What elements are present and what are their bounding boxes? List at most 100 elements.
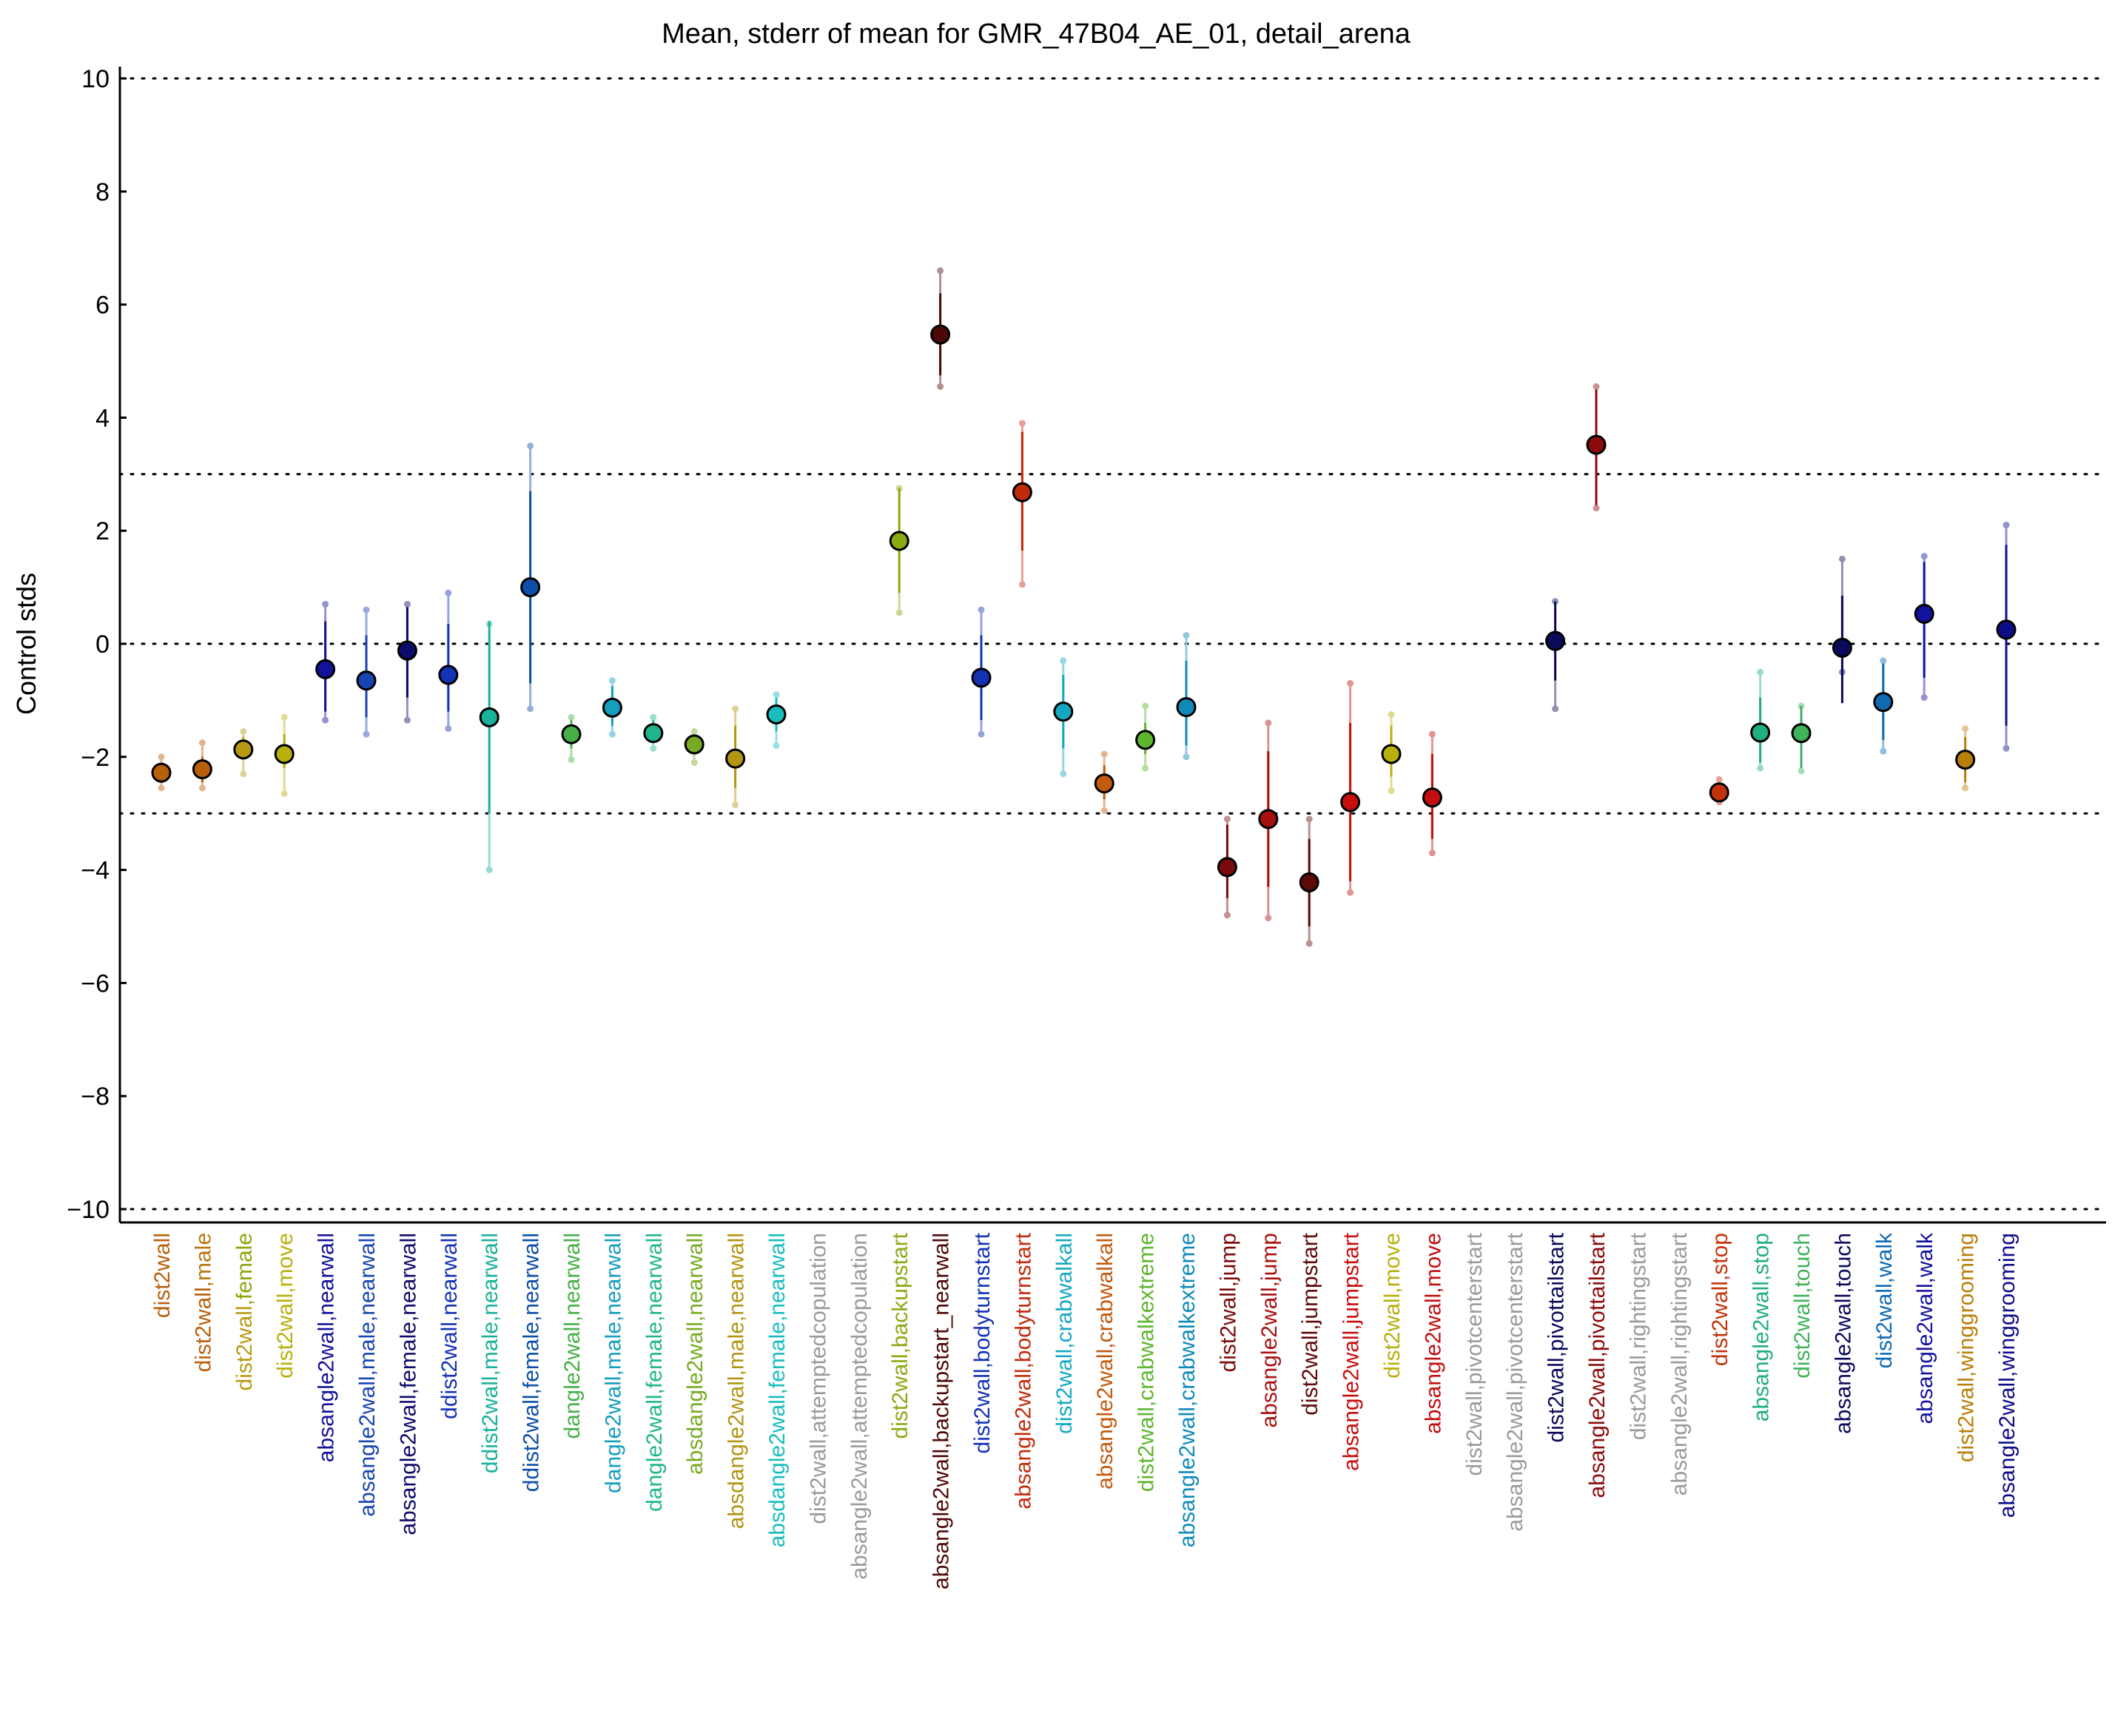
data-point-group	[274, 713, 295, 797]
data-point-group	[438, 589, 459, 733]
x-tick-suffix: ,female	[232, 1233, 257, 1305]
data-point-group	[1053, 657, 1074, 778]
data-point	[233, 739, 254, 760]
data-point	[725, 748, 746, 769]
data-point-group	[1381, 711, 1402, 795]
data-point	[971, 667, 992, 688]
x-tick-feature: angle2wall	[315, 1322, 339, 1427]
extreme-cap	[1880, 657, 1887, 665]
data-point	[1381, 744, 1402, 764]
data-point	[1996, 619, 2017, 640]
x-tick-feature: dist2wall	[519, 1394, 544, 1479]
data-point-group	[1873, 657, 1894, 755]
data-point-group	[889, 485, 909, 616]
extreme-cap	[1305, 815, 1313, 823]
x-tick-feature: dist2wall,jump	[1216, 1233, 1240, 1372]
x-tick-label: dist2wall,jumpstart	[1298, 1232, 1322, 1415]
extreme-cap	[1880, 747, 1887, 755]
data-point	[1545, 630, 1566, 651]
x-tick-suffix: ,female,nearwall	[396, 1233, 420, 1394]
data-point	[1053, 702, 1074, 722]
x-tick-label: dist2wall,stop	[1708, 1233, 1732, 1366]
extreme-cap	[1018, 420, 1026, 427]
extreme-cap	[1060, 770, 1067, 778]
x-tick-feature: absangle2wall,stop	[1749, 1233, 1774, 1422]
x-tick-feature: absangle2wall,winggrooming	[1995, 1233, 2020, 1518]
x-tick-prefix: absd	[724, 1481, 749, 1529]
x-tick-feature: dist2wall,crabwalkall	[1052, 1233, 1077, 1434]
data-point-group	[643, 713, 664, 752]
extreme-cap	[1305, 940, 1313, 947]
data-point	[561, 724, 582, 744]
data-point	[438, 665, 459, 685]
data-point	[1914, 604, 1934, 625]
data-point-group	[1709, 776, 1729, 806]
x-tick-label: dist2wall,male	[191, 1233, 215, 1372]
data-point-group	[1012, 420, 1032, 588]
data-point	[151, 762, 172, 783]
x-tick-label: dist2wall,female	[232, 1233, 257, 1390]
data-point-group	[684, 727, 705, 766]
extreme-cap	[322, 716, 329, 724]
x-tick-label: dangle2wall,male,nearwall	[601, 1233, 625, 1493]
x-tick-label: absangle2wall,backupstart_nearwall	[929, 1233, 954, 1589]
extreme-cap	[650, 713, 657, 721]
x-tick-feature: dist2wall	[150, 1233, 175, 1318]
x-tick-label: ddist2wall,nearwall	[437, 1233, 462, 1419]
x-tick-feature: angle2wall	[396, 1394, 420, 1499]
data-point-group	[1586, 383, 1607, 512]
extreme-cap	[445, 725, 452, 733]
extreme-cap	[1223, 815, 1231, 823]
x-tick-label: dist2wall,attemptedcopulation	[806, 1233, 830, 1524]
extreme-cap	[608, 730, 616, 738]
data-point-group	[479, 620, 500, 874]
data-point	[1586, 434, 1607, 455]
x-tick-feature: dist2wall,rightingstart	[1626, 1232, 1650, 1440]
x-tick-label: absangle2wall,jumpstart	[1339, 1232, 1364, 1471]
extreme-cap	[1838, 555, 1846, 562]
data-point-group	[766, 691, 787, 750]
y-tick-label: 6	[95, 292, 110, 320]
x-tick-feature: dist2wall	[437, 1322, 462, 1407]
x-tick-label: dist2wall,jump	[1216, 1233, 1240, 1372]
data-point	[643, 723, 664, 744]
data-point-group	[1955, 725, 1976, 792]
data-point	[520, 577, 541, 598]
data-point	[192, 759, 212, 780]
x-tick-suffix: ,nearwall	[315, 1233, 339, 1322]
y-tick-label: 10	[81, 65, 110, 93]
extreme-cap	[280, 713, 288, 721]
x-tick-label: absangle2wall,attemptedcopulation	[847, 1233, 872, 1580]
extreme-cap	[937, 267, 944, 275]
x-tick-suffix: ,male,nearwall	[601, 1233, 625, 1376]
x-tick-feature: absangle2wall,crabwalkall	[1093, 1233, 1117, 1490]
extreme-cap	[1757, 764, 1764, 772]
data-point-group	[1996, 522, 2017, 752]
x-tick-feature: dist2wall	[273, 1293, 297, 1379]
x-tick-label: absangle2wall,move	[1421, 1233, 1445, 1434]
data-point	[1750, 722, 1771, 743]
x-tick-label: dist2wall,touch	[1790, 1233, 1815, 1379]
y-tick-label: −6	[81, 969, 110, 997]
x-tick-prefix: d	[437, 1407, 462, 1419]
extreme-cap	[1388, 787, 1395, 795]
data-point	[1791, 723, 1812, 744]
extreme-cap	[1018, 581, 1026, 588]
y-ticks: 10 8 6 4 2 0 −2 −4 −6 −8 −10	[67, 65, 127, 1224]
data-point-group	[1176, 632, 1197, 761]
x-tick-label: dist2wall,pivotcenterstart	[1462, 1232, 1487, 1476]
x-tick-labels: dist2walldist2wall,maledist2wall,femaled…	[150, 1232, 2020, 1589]
data-point	[1012, 482, 1032, 502]
x-tick-feature: dist2wall,touch	[1790, 1233, 1815, 1379]
x-tick-feature: dist2wall,jumpstart	[1298, 1232, 1322, 1415]
x-tick-feature: dist2wall,pivottailstart	[1544, 1232, 1569, 1442]
data-point	[274, 744, 295, 764]
data-point	[1955, 750, 1976, 770]
extreme-cap	[198, 739, 206, 747]
extreme-cap	[1552, 705, 1559, 713]
x-tick-suffix: ,male,nearwall	[355, 1233, 380, 1376]
y-tick-label: 0	[95, 630, 110, 659]
x-tick-feature: dist2wall,stop	[1708, 1233, 1732, 1366]
x-tick-feature: dist2wall,walk	[1872, 1232, 1897, 1368]
